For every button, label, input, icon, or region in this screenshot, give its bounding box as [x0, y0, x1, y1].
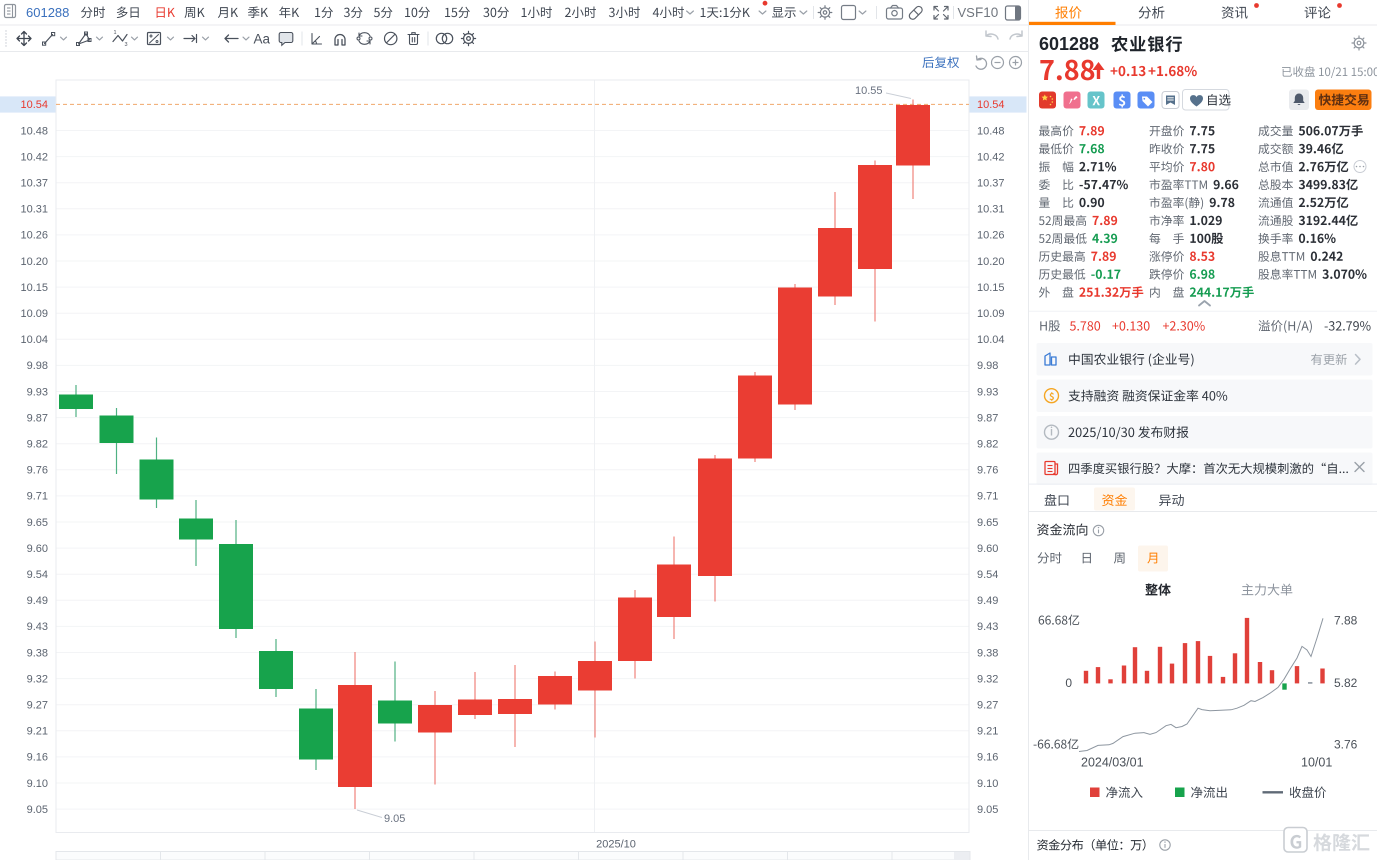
svg-text:2024/03/01: 2024/03/01 [1081, 756, 1144, 770]
svg-text:9.32: 9.32 [977, 673, 998, 685]
svg-text:10.48: 10.48 [20, 125, 48, 137]
svg-text:VS: VS [958, 5, 976, 20]
svg-text:10.04: 10.04 [977, 334, 1005, 346]
svg-text:10.37: 10.37 [977, 178, 1005, 190]
svg-text:601288: 601288 [26, 5, 69, 20]
svg-text:9.76: 9.76 [27, 465, 48, 477]
svg-text:9.98: 9.98 [27, 360, 48, 372]
svg-text:3.76: 3.76 [1334, 738, 1358, 752]
svg-text:0: 0 [1065, 676, 1072, 690]
svg-text:2025/10: 2025/10 [596, 839, 636, 851]
svg-text:9.16: 9.16 [27, 752, 48, 764]
svg-text:10.42: 10.42 [20, 151, 48, 163]
svg-text:9.82: 9.82 [27, 439, 48, 451]
svg-text:9.54: 9.54 [977, 569, 998, 581]
svg-text:10/01: 10/01 [1301, 756, 1332, 770]
svg-text:9.71: 9.71 [27, 491, 48, 503]
svg-text:9.93: 9.93 [27, 386, 48, 398]
svg-text:9.65: 9.65 [27, 517, 48, 529]
svg-text:10.54: 10.54 [20, 99, 48, 111]
svg-text:10.55: 10.55 [855, 85, 883, 97]
svg-text:7.88: 7.88 [1334, 614, 1358, 628]
svg-text:9.32: 9.32 [27, 673, 48, 685]
svg-text:9.54: 9.54 [27, 569, 48, 581]
svg-text:10.09: 10.09 [977, 308, 1005, 320]
svg-text:10.54: 10.54 [977, 99, 1005, 111]
svg-text:9.10: 9.10 [27, 778, 48, 790]
svg-text:Aa: Aa [254, 32, 271, 47]
svg-text:10.31: 10.31 [20, 204, 48, 216]
svg-text:9.49: 9.49 [27, 595, 48, 607]
svg-text:10.09: 10.09 [20, 308, 48, 320]
svg-text:9.87: 9.87 [977, 412, 998, 424]
svg-text:5.82: 5.82 [1334, 676, 1358, 690]
svg-text:9.87: 9.87 [27, 412, 48, 424]
svg-text:10.26: 10.26 [977, 230, 1005, 242]
svg-text:1: 1 [114, 30, 117, 36]
svg-text:9.60: 9.60 [27, 543, 48, 555]
svg-text:9.76: 9.76 [977, 465, 998, 477]
svg-text:9.65: 9.65 [977, 517, 998, 529]
svg-text:10.15: 10.15 [20, 282, 48, 294]
svg-text:10.15: 10.15 [977, 282, 1005, 294]
svg-text:9.21: 9.21 [977, 726, 998, 738]
svg-text:9.38: 9.38 [977, 647, 998, 659]
svg-text:10.48: 10.48 [977, 125, 1005, 137]
svg-text:10.42: 10.42 [977, 151, 1005, 163]
svg-text:9.16: 9.16 [977, 752, 998, 764]
svg-text:9.43: 9.43 [977, 621, 998, 633]
svg-text:9.05: 9.05 [977, 804, 998, 816]
svg-text:9.27: 9.27 [27, 700, 48, 712]
svg-text:9.21: 9.21 [27, 726, 48, 738]
svg-text:10.20: 10.20 [977, 256, 1005, 268]
svg-text:9.05: 9.05 [27, 804, 48, 816]
svg-text:9.98: 9.98 [977, 360, 998, 372]
svg-text:10.26: 10.26 [20, 230, 48, 242]
svg-text:10.31: 10.31 [977, 204, 1005, 216]
svg-text:9.05: 9.05 [384, 813, 405, 825]
svg-text:3: 3 [125, 42, 128, 48]
svg-text:9.82: 9.82 [977, 439, 998, 451]
svg-text:9.27: 9.27 [977, 700, 998, 712]
svg-text:9.43: 9.43 [27, 621, 48, 633]
svg-text:9.38: 9.38 [27, 647, 48, 659]
svg-text:9.10: 9.10 [977, 778, 998, 790]
svg-text:9.60: 9.60 [977, 543, 998, 555]
svg-text:601288: 601288 [1039, 34, 1099, 54]
svg-text:9.71: 9.71 [977, 491, 998, 503]
svg-text:10.04: 10.04 [20, 334, 48, 346]
svg-text:F10: F10 [975, 5, 998, 20]
svg-text:10.20: 10.20 [20, 256, 48, 268]
svg-text:9.93: 9.93 [977, 386, 998, 398]
svg-text:10.37: 10.37 [20, 178, 48, 190]
svg-text:9.49: 9.49 [977, 595, 998, 607]
